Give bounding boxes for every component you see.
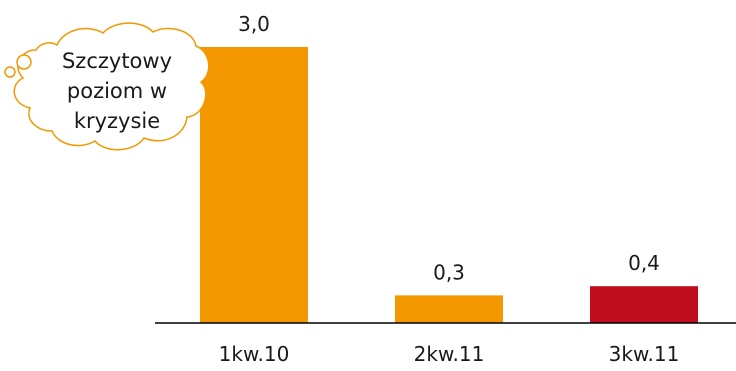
bar-1kw.10 <box>200 47 308 323</box>
cloud-tail-small <box>4 66 16 78</box>
bar-2kw.11 <box>395 295 503 323</box>
callout-line-3: kryzysie <box>74 109 160 133</box>
data-label-2kw.11: 0,3 <box>433 260 465 284</box>
cloud-shape <box>13 22 210 151</box>
data-labels-layer: 3,0 0,3 0,4 <box>238 12 660 284</box>
bar-3kw.11 <box>590 286 698 323</box>
x-tick-label-3kw.11: 3kw.11 <box>609 342 680 366</box>
data-label-1kw.10: 3,0 <box>238 12 270 36</box>
callout-line-1: Szczytowy <box>62 49 172 73</box>
cloud-tail-medium <box>16 54 32 70</box>
x-tick-label-2kw.11: 2kw.11 <box>414 342 485 366</box>
bars-layer <box>200 47 698 323</box>
x-tick-labels-layer: 1kw.10 2kw.11 3kw.11 <box>219 342 680 366</box>
callout-line-2: poziom w <box>67 79 167 103</box>
callout-cloud: Szczytowy poziom w kryzysie <box>4 22 210 151</box>
data-label-3kw.11: 0,4 <box>628 251 660 275</box>
x-tick-label-1kw.10: 1kw.10 <box>219 342 290 366</box>
